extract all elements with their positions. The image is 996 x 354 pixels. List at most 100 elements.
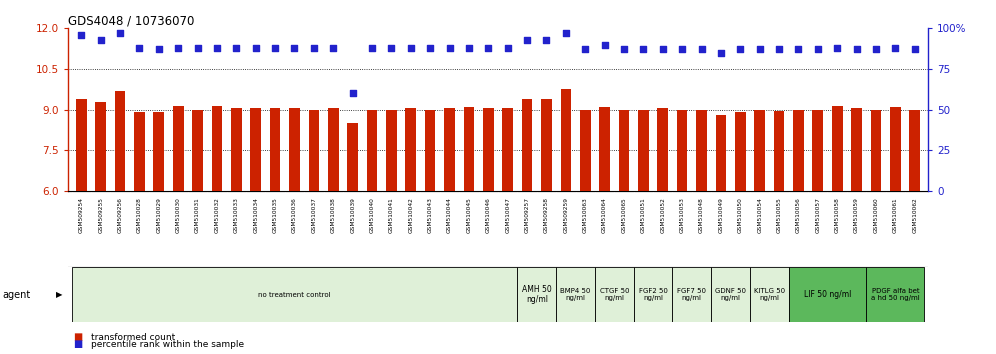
Bar — [541, 99, 552, 191]
Text: GSM510039: GSM510039 — [351, 197, 356, 233]
Point — [887, 45, 903, 51]
Bar — [231, 108, 242, 191]
Text: percentile rank within the sample: percentile rank within the sample — [91, 340, 244, 349]
Bar — [619, 110, 629, 191]
Point — [616, 47, 631, 52]
Bar — [561, 89, 571, 191]
Point — [267, 45, 283, 51]
Bar — [793, 110, 804, 191]
Text: GSM510043: GSM510043 — [427, 197, 432, 233]
Text: no treatment control: no treatment control — [258, 292, 331, 298]
Text: ■: ■ — [73, 332, 82, 342]
Bar — [638, 110, 648, 191]
Text: GSM509257: GSM509257 — [525, 197, 530, 233]
Text: GSM510062: GSM510062 — [912, 197, 917, 233]
Bar — [754, 110, 765, 191]
Point — [906, 47, 922, 52]
Text: GSM510063: GSM510063 — [583, 197, 588, 233]
Point — [170, 45, 186, 51]
Bar — [672, 267, 711, 322]
Point — [674, 47, 690, 52]
Point — [578, 47, 594, 52]
Text: GSM509254: GSM509254 — [79, 197, 84, 233]
Text: GSM510033: GSM510033 — [234, 197, 239, 233]
Text: GSM510055: GSM510055 — [777, 197, 782, 233]
Text: GSM510036: GSM510036 — [292, 197, 297, 233]
Text: GSM510053: GSM510053 — [679, 197, 684, 233]
Text: GSM510045: GSM510045 — [466, 197, 471, 233]
Text: GSM510050: GSM510050 — [738, 197, 743, 233]
Bar — [750, 267, 789, 322]
Point — [74, 32, 90, 38]
Point — [113, 30, 128, 36]
Bar — [348, 123, 358, 191]
Point — [771, 47, 787, 52]
Text: LIF 50 ng/ml: LIF 50 ng/ml — [804, 290, 852, 299]
Point — [868, 47, 883, 52]
Point — [93, 37, 109, 42]
Text: GSM510034: GSM510034 — [253, 197, 258, 233]
Text: GSM510056: GSM510056 — [796, 197, 801, 233]
Text: GDS4048 / 10736070: GDS4048 / 10736070 — [68, 14, 194, 27]
Text: GSM510065: GSM510065 — [622, 197, 626, 233]
Bar — [405, 108, 416, 191]
Text: BMP4 50
ng/ml: BMP4 50 ng/ml — [561, 288, 591, 301]
Bar — [289, 108, 300, 191]
Point — [791, 47, 807, 52]
Text: ■: ■ — [73, 339, 82, 349]
Bar — [115, 91, 125, 191]
Text: agent: agent — [2, 290, 30, 300]
Bar — [425, 110, 435, 191]
Bar — [192, 110, 203, 191]
Bar — [72, 267, 517, 322]
Point — [539, 37, 555, 42]
Text: GSM510037: GSM510037 — [312, 197, 317, 233]
Text: GSM510058: GSM510058 — [835, 197, 840, 233]
Text: FGF7 50
ng/ml: FGF7 50 ng/ml — [677, 288, 706, 301]
Text: GSM510028: GSM510028 — [136, 197, 142, 233]
Text: FGF2 50
ng/ml: FGF2 50 ng/ml — [638, 288, 667, 301]
Point — [810, 47, 826, 52]
Bar — [522, 99, 533, 191]
Point — [558, 30, 574, 36]
Text: GSM510047: GSM510047 — [505, 197, 510, 233]
Bar — [595, 267, 633, 322]
Point — [402, 45, 418, 51]
Bar — [600, 107, 610, 191]
Text: GSM510060: GSM510060 — [873, 197, 878, 233]
Text: PDGF alfa bet
a hd 50 ng/ml: PDGF alfa bet a hd 50 ng/ml — [871, 288, 919, 301]
Bar — [871, 110, 881, 191]
Bar — [633, 267, 672, 322]
Point — [131, 45, 147, 51]
Text: GSM510061: GSM510061 — [892, 197, 897, 233]
Point — [693, 47, 709, 52]
Bar — [211, 105, 222, 191]
Text: GSM510054: GSM510054 — [757, 197, 762, 233]
Bar — [444, 108, 455, 191]
Bar — [328, 108, 339, 191]
Point — [441, 45, 457, 51]
Text: transformed count: transformed count — [91, 333, 175, 342]
Point — [287, 45, 303, 51]
Bar — [483, 108, 494, 191]
Bar — [711, 267, 750, 322]
Bar — [270, 108, 281, 191]
Text: GSM509259: GSM509259 — [564, 197, 569, 233]
Point — [383, 45, 399, 51]
Point — [500, 45, 516, 51]
Bar — [96, 102, 106, 191]
Text: GSM510048: GSM510048 — [699, 197, 704, 233]
Text: GSM510049: GSM510049 — [718, 197, 723, 233]
Point — [519, 37, 535, 42]
Point — [209, 45, 225, 51]
Bar — [677, 110, 687, 191]
Bar — [309, 110, 319, 191]
Bar — [867, 267, 924, 322]
Bar — [463, 107, 474, 191]
Bar — [813, 110, 823, 191]
Point — [365, 45, 380, 51]
Text: GSM510030: GSM510030 — [175, 197, 180, 233]
Point — [189, 45, 205, 51]
Text: GSM510044: GSM510044 — [447, 197, 452, 233]
Point — [752, 47, 768, 52]
